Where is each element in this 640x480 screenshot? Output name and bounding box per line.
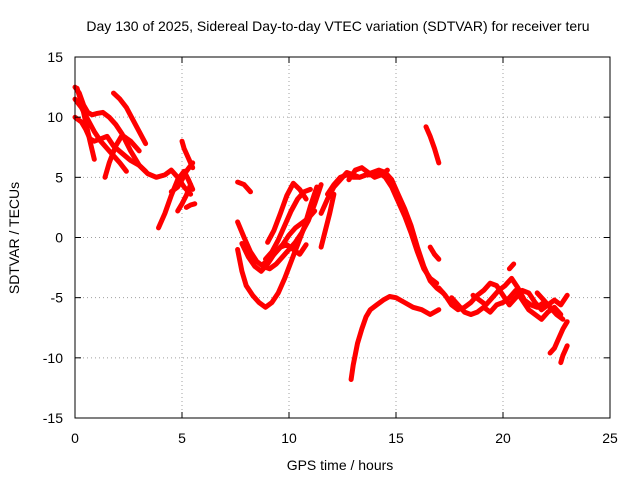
series-line-24 [423,124,442,166]
x-tick-label: 20 [495,430,511,446]
series-line-5 [102,132,142,180]
y-tick-label: -10 [43,350,63,366]
x-tick-label: 0 [71,430,79,446]
series-line-11 [183,201,198,210]
series-line-22 [346,165,390,183]
y-tick-label: 0 [55,230,63,246]
series-line-30 [534,290,566,322]
series-line-4 [74,85,97,162]
series-line-28 [470,275,559,315]
chart-title: Day 130 of 2025, Sidereal Day-to-day VTE… [86,18,589,34]
series-line-10 [179,138,196,171]
y-tick-label: -15 [43,410,63,426]
series-line-32 [558,343,570,366]
series-line-25 [427,244,442,262]
x-axis-label: GPS time / hours [287,457,394,473]
series-line-8 [175,182,194,214]
series-line-21 [318,170,440,286]
series-line-9 [168,160,196,195]
series-line-14 [235,182,324,272]
y-tick-label: 5 [55,169,63,185]
y-axis-label: SDTVAR / TECUs [6,182,22,294]
series-line-6 [111,90,149,147]
series-line-31 [547,319,570,356]
series-line-19 [318,191,337,250]
x-tick-label: 10 [281,430,297,446]
series-line-23 [348,294,442,382]
y-tick-label: -5 [51,290,64,306]
series-group [72,84,570,382]
y-tick-label: 15 [47,49,63,65]
y-tick-label: 10 [47,109,63,125]
x-tick-label: 15 [388,430,404,446]
series-line-18 [265,180,309,245]
x-tick-label: 25 [602,430,618,446]
x-tick-label: 5 [178,430,186,446]
series-line-17 [260,208,318,267]
grid-lines [75,57,610,418]
series-line-7 [156,168,196,231]
axis-ticks: 0 5 10 15 20 25 -15 -10 -5 0 5 10 15 [43,49,618,446]
series-line-12 [235,179,253,195]
series-line-29 [506,261,517,272]
series-line-27 [449,287,564,322]
